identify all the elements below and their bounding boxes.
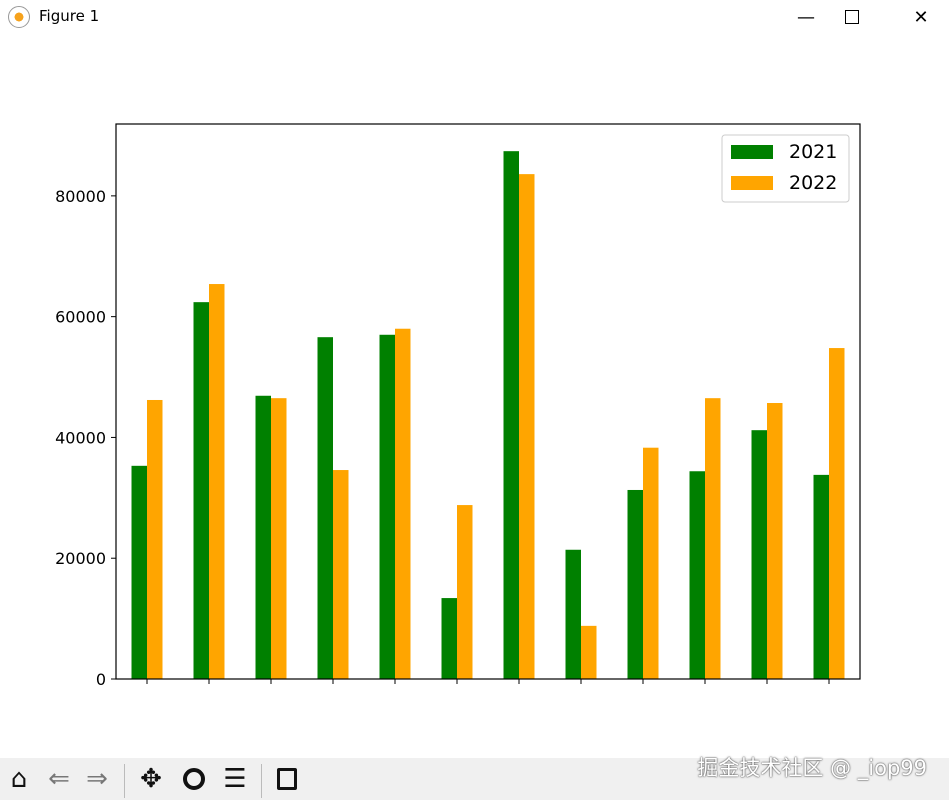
zoom-button[interactable] (176, 764, 212, 794)
y-tick-label: 60000 (55, 308, 106, 327)
bar-2021 (317, 337, 333, 679)
legend-label-2021: 2021 (789, 141, 837, 163)
bar-2022 (519, 174, 535, 680)
maximize-icon (845, 10, 859, 24)
x-tick-label: nology (572, 687, 591, 741)
y-tick-label: 0 (96, 670, 106, 689)
bar-2022 (581, 625, 597, 679)
bar-2022 (767, 403, 783, 679)
bar-2022 (395, 328, 411, 679)
legend-label-2022: 2022 (789, 172, 837, 194)
back-button[interactable]: ⇐ (42, 764, 76, 794)
maximize-button[interactable] (829, 0, 875, 34)
bar-2022 (271, 398, 287, 679)
y-tick-label: 20000 (55, 549, 106, 568)
bar-chart: ecture ations cience dicine eering omics iolog… (55, 123, 861, 741)
bar-2021 (255, 395, 271, 679)
x-tick-label: eering (758, 687, 777, 738)
x-tick-label: omics (448, 687, 467, 734)
x-tick-label: iology (510, 687, 529, 735)
minimize-button[interactable]: — (783, 0, 829, 34)
pan-button[interactable]: ✥ (133, 764, 169, 794)
y-tick-label: 40000 (55, 428, 106, 447)
toolbar: ⌂ ⇐ ⇒ ✥ ☰ 掘金技术社区 @ _iop99 (0, 756, 949, 800)
bar-2022 (705, 398, 721, 679)
bar-2021 (689, 471, 705, 679)
x-tick-label: cience (820, 687, 839, 739)
bar-2022 (147, 399, 163, 679)
home-button[interactable]: ⌂ (2, 764, 36, 794)
plot-frame (115, 123, 861, 680)
close-button[interactable]: ✕ (898, 0, 944, 34)
bar-2021 (379, 334, 395, 679)
bar-2021 (751, 430, 767, 679)
x-tick-label: dicine (324, 687, 343, 735)
app-icon (8, 6, 30, 28)
y-tick-label: 80000 (55, 187, 106, 206)
bar-2021 (193, 302, 209, 679)
close-icon: ✕ (913, 6, 929, 28)
x-tick-label: eering (386, 687, 405, 738)
x-tick-label: ecture (138, 687, 157, 738)
save-button[interactable] (270, 764, 304, 794)
window-title: Figure 1 (39, 7, 100, 25)
back-icon: ⇐ (48, 764, 70, 794)
x-tick-label: cience (262, 687, 281, 739)
bar-2021 (627, 489, 643, 679)
home-icon: ⌂ (10, 764, 28, 794)
x-tick-label: ations (200, 687, 219, 736)
bar-2022 (643, 447, 659, 679)
watermark: 掘金技术社区 @ _iop99 (697, 756, 927, 780)
bar-2021 (565, 549, 581, 679)
separator (124, 764, 125, 798)
bar-2022 (457, 505, 473, 679)
separator (261, 764, 262, 798)
bar-2021 (813, 474, 829, 679)
bar-2021 (441, 598, 457, 679)
zoom-icon (183, 768, 205, 790)
x-tick-label: eering (634, 687, 653, 738)
save-icon (277, 768, 297, 790)
bar-2022 (209, 284, 225, 679)
bar-2021 (131, 465, 147, 679)
minimize-icon: — (797, 6, 815, 28)
bar-2022 (829, 348, 845, 679)
legend-swatch-2021 (731, 145, 773, 159)
title-bar: Figure 1 — ✕ (0, 0, 949, 34)
pan-icon: ✥ (140, 764, 162, 794)
bar-2021 (503, 151, 519, 679)
bar-2022 (333, 470, 349, 679)
configure-subplots-button[interactable]: ☰ (218, 764, 252, 794)
forward-icon: ⇒ (86, 764, 108, 794)
forward-button[interactable]: ⇒ (80, 764, 114, 794)
x-tick-label: ration (696, 687, 715, 734)
configure-subplots-icon: ☰ (223, 764, 247, 794)
legend-swatch-2022 (731, 176, 773, 190)
